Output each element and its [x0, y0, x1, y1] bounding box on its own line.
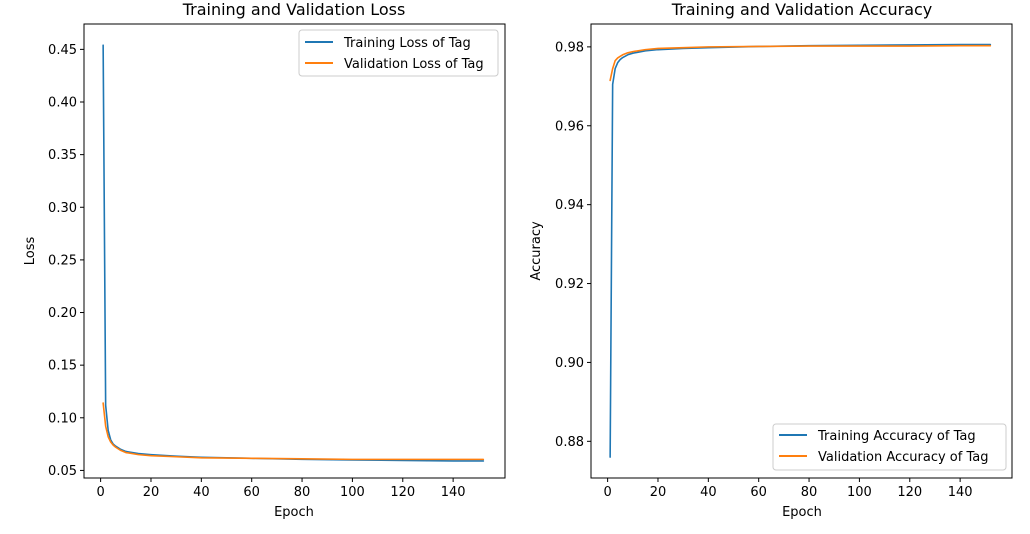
accuracy-legend-label-training: Training Accuracy of Tag	[817, 429, 976, 444]
accuracy-chart-xlabel: Epoch	[782, 505, 822, 520]
accuracy-ytick-label: 0.92	[555, 277, 584, 292]
loss-xtick-label: 40	[193, 485, 210, 500]
loss-ytick-label: 0.25	[48, 253, 77, 268]
accuracy-xtick-label: 120	[897, 485, 922, 500]
loss-ytick-label: 0.05	[48, 464, 77, 479]
loss-ytick-label: 0.30	[48, 201, 77, 216]
accuracy-training-line	[609, 43, 992, 458]
accuracy-xtick-label: 60	[750, 485, 767, 500]
accuracy-xtick-label: 80	[801, 485, 818, 500]
accuracy-tick-layer: 0 20 40 60 80 100 120 140 0.88 0.90 0.92 0.94 0.96 0.…	[555, 40, 972, 500]
accuracy-xtick-label: 100	[847, 485, 872, 500]
loss-series-layer	[102, 44, 485, 462]
accuracy-series-layer	[609, 43, 992, 458]
loss-ytick-label: 0.45	[48, 43, 77, 58]
accuracy-chart-ylabel: Accuracy	[529, 221, 544, 281]
loss-legend-box	[298, 29, 499, 77]
loss-ytick-label: 0.40	[48, 96, 77, 111]
loss-validation-line	[102, 402, 485, 461]
loss-xtick-label: 80	[294, 485, 311, 500]
accuracy-validation-line	[609, 44, 992, 82]
loss-ytick-label: 0.10	[48, 411, 77, 426]
accuracy-legend: Training Accuracy of Tag Validation Accu…	[772, 423, 1007, 471]
accuracy-ytick-label: 0.94	[555, 198, 584, 213]
accuracy-xtick-label: 0	[603, 485, 611, 500]
loss-xtick-label: 20	[143, 485, 160, 500]
loss-xtick-label: 100	[340, 485, 365, 500]
accuracy-ytick-label: 0.88	[555, 435, 584, 450]
loss-chart-ylabel: Loss	[23, 237, 38, 266]
loss-ytick-label: 0.20	[48, 306, 77, 321]
accuracy-chart: Training and Validation Accuracy Accurac…	[529, 0, 1013, 520]
accuracy-xtick-label: 20	[650, 485, 667, 500]
loss-training-line	[102, 44, 485, 462]
loss-legend: Training Loss of Tag Validation Loss of …	[298, 29, 499, 77]
loss-ytick-label: 0.15	[48, 359, 77, 374]
accuracy-plot-frame	[590, 23, 1013, 479]
accuracy-chart-title: Training and Validation Accuracy	[671, 0, 933, 19]
loss-chart-xlabel: Epoch	[274, 505, 314, 520]
accuracy-legend-label-validation: Validation Accuracy of Tag	[818, 450, 988, 465]
loss-legend-label-validation: Validation Loss of Tag	[344, 57, 484, 72]
loss-plot-frame	[83, 23, 506, 479]
loss-tick-layer: 0 20 40 60 80 100 120 140 0.05 0.10 0.15 0.20 0.25 0.…	[48, 43, 465, 500]
accuracy-xtick-label: 140	[948, 485, 973, 500]
loss-xtick-label: 140	[441, 485, 466, 500]
loss-xtick-label: 0	[96, 485, 104, 500]
loss-chart-title: Training and Validation Loss	[182, 0, 406, 19]
accuracy-ytick-label: 0.96	[555, 119, 584, 134]
accuracy-ytick-label: 0.98	[555, 40, 584, 55]
accuracy-xtick-label: 40	[700, 485, 717, 500]
accuracy-legend-box	[772, 423, 1007, 471]
loss-legend-label-training: Training Loss of Tag	[343, 36, 471, 51]
loss-xtick-label: 60	[243, 485, 260, 500]
loss-chart: Training and Validation Loss Loss Epoch …	[23, 0, 506, 520]
loss-ytick-label: 0.35	[48, 148, 77, 163]
loss-xtick-label: 120	[390, 485, 415, 500]
accuracy-ytick-label: 0.90	[555, 356, 584, 371]
